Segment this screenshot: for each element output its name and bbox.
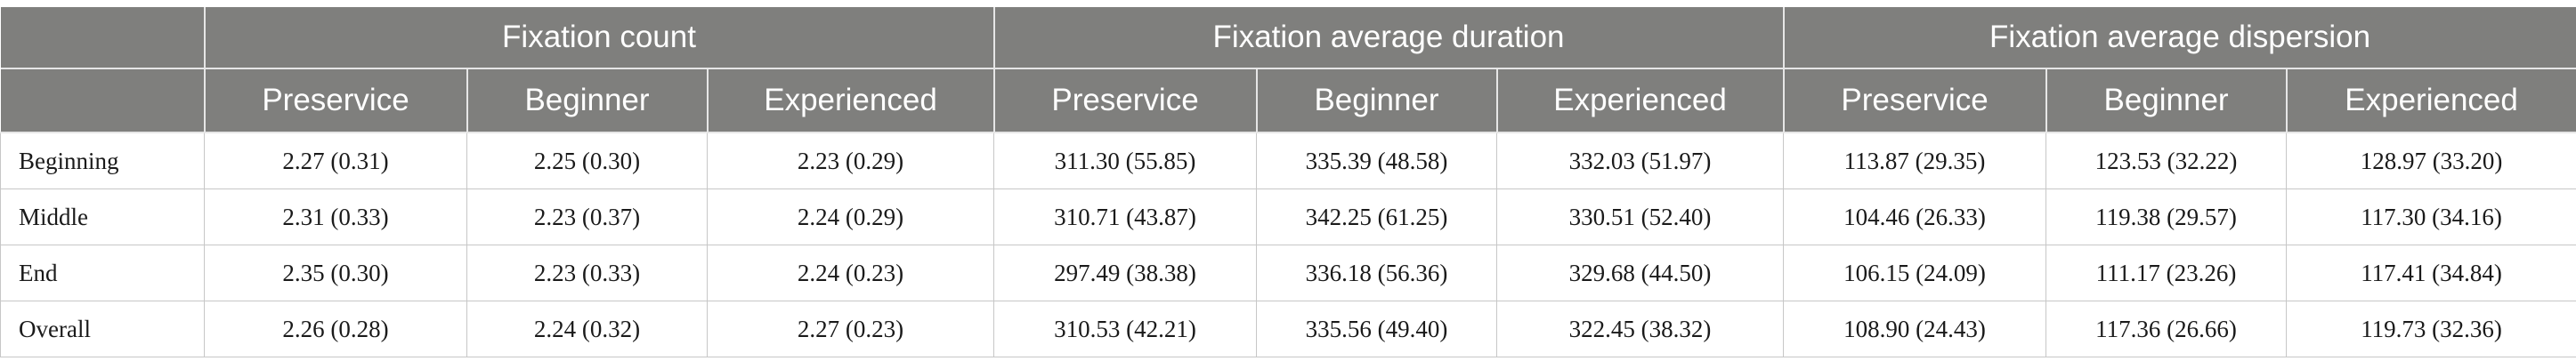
row-label: End bbox=[0, 245, 205, 301]
table-cell: 2.27 (0.23) bbox=[706, 301, 995, 357]
table-cell: 2.24 (0.32) bbox=[466, 301, 708, 357]
table-cell: 2.24 (0.29) bbox=[706, 189, 995, 245]
row-label: Beginning bbox=[0, 132, 205, 189]
table-cell: 2.24 (0.23) bbox=[706, 245, 995, 301]
column-header: Beginner bbox=[2045, 68, 2288, 133]
group-header-fixation-average-dispersion: Fixation average dispersion bbox=[1783, 7, 2576, 69]
table-cell: 2.26 (0.28) bbox=[204, 301, 467, 357]
table-cell: 117.41 (34.84) bbox=[2286, 245, 2576, 301]
column-header: Preservice bbox=[993, 68, 1258, 133]
column-header: Beginner bbox=[1256, 68, 1498, 133]
table-row: Overall 2.26 (0.28) 2.24 (0.32) 2.27 (0.… bbox=[0, 301, 2576, 357]
table-cell: 336.18 (56.36) bbox=[1256, 245, 1498, 301]
corner-cell bbox=[0, 7, 206, 69]
table-row: Middle 2.31 (0.33) 2.23 (0.37) 2.24 (0.2… bbox=[0, 189, 2576, 245]
column-header: Preservice bbox=[1783, 68, 2047, 133]
table-cell: 119.73 (32.36) bbox=[2286, 301, 2576, 357]
row-label: Middle bbox=[0, 189, 205, 245]
column-header: Beginner bbox=[466, 68, 709, 133]
table-cell: 108.90 (24.43) bbox=[1783, 301, 2047, 357]
table-cell: 2.25 (0.30) bbox=[466, 132, 708, 189]
column-header: Experienced bbox=[707, 68, 995, 133]
table-cell: 2.35 (0.30) bbox=[204, 245, 467, 301]
table-cell: 104.46 (26.33) bbox=[1783, 189, 2047, 245]
table-cell: 2.31 (0.33) bbox=[204, 189, 467, 245]
table-cell: 2.23 (0.37) bbox=[466, 189, 708, 245]
table-cell: 322.45 (38.32) bbox=[1496, 301, 1785, 357]
table-cell: 2.23 (0.29) bbox=[706, 132, 995, 189]
group-header-row: Fixation count Fixation average duration… bbox=[0, 7, 2576, 69]
column-header: Experienced bbox=[1496, 68, 1785, 133]
table-cell: 310.71 (43.87) bbox=[993, 189, 1258, 245]
table-cell: 111.17 (23.26) bbox=[2045, 245, 2288, 301]
table-row: End 2.35 (0.30) 2.23 (0.33) 2.24 (0.23) … bbox=[0, 245, 2576, 301]
table-cell: 342.25 (61.25) bbox=[1256, 189, 1498, 245]
table-cell: 2.27 (0.31) bbox=[204, 132, 467, 189]
subheader-row: Preservice Beginner Experienced Preservi… bbox=[0, 68, 2576, 133]
table-cell: 106.15 (24.09) bbox=[1783, 245, 2047, 301]
group-header-fixation-average-duration: Fixation average duration bbox=[993, 7, 1785, 69]
table-cell: 113.87 (29.35) bbox=[1783, 132, 2047, 189]
corner-cell bbox=[0, 68, 206, 133]
column-header: Preservice bbox=[204, 68, 468, 133]
row-label: Overall bbox=[0, 301, 205, 357]
table-cell: 2.23 (0.33) bbox=[466, 245, 708, 301]
table-cell: 117.36 (26.66) bbox=[2045, 301, 2288, 357]
fixation-table: Fixation count Fixation average duration… bbox=[0, 7, 2576, 357]
table-cell: 311.30 (55.85) bbox=[993, 132, 1258, 189]
table-cell: 332.03 (51.97) bbox=[1496, 132, 1785, 189]
table-cell: 335.39 (48.58) bbox=[1256, 132, 1498, 189]
table-row: Beginning 2.27 (0.31) 2.25 (0.30) 2.23 (… bbox=[0, 132, 2576, 189]
table-cell: 117.30 (34.16) bbox=[2286, 189, 2576, 245]
table-cell: 123.53 (32.22) bbox=[2045, 132, 2288, 189]
table-cell: 297.49 (38.38) bbox=[993, 245, 1258, 301]
table-cell: 330.51 (52.40) bbox=[1496, 189, 1785, 245]
table-cell: 310.53 (42.21) bbox=[993, 301, 1258, 357]
table-cell: 128.97 (33.20) bbox=[2286, 132, 2576, 189]
table-cell: 119.38 (29.57) bbox=[2045, 189, 2288, 245]
table-cell: 335.56 (49.40) bbox=[1256, 301, 1498, 357]
column-header: Experienced bbox=[2286, 68, 2576, 133]
table-cell: 329.68 (44.50) bbox=[1496, 245, 1785, 301]
group-header-fixation-count: Fixation count bbox=[204, 7, 995, 69]
